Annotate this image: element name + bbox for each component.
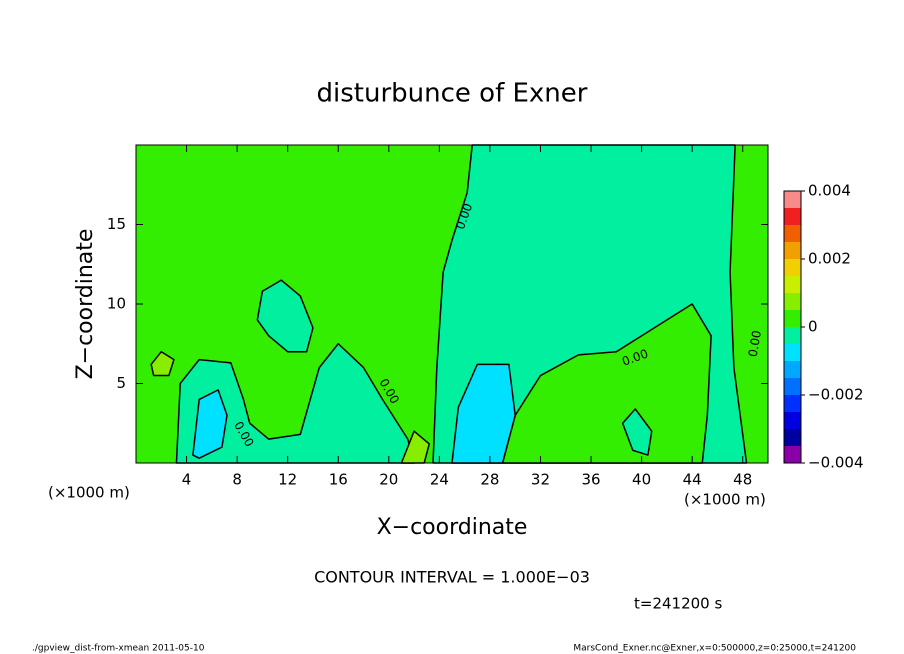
footer-left: ./gpview_dist-from-xmean 2011-05-10 — [32, 644, 205, 654]
colorbar-segment — [784, 293, 801, 310]
time-note: t=241200 s — [634, 595, 722, 613]
y-tick-label: 5 — [116, 374, 126, 392]
x-axis-label: X−coordinate — [377, 515, 528, 540]
colorbar-segment — [784, 208, 801, 225]
colorbar-tick-label: 0 — [808, 318, 818, 336]
x-unit: (×1000 m) — [48, 484, 130, 502]
contour-region — [175, 343, 415, 464]
x-tick-label: 32 — [531, 471, 550, 489]
x-tick-label: 40 — [632, 471, 651, 489]
colorbar-segment — [784, 242, 801, 259]
y-tick-label: 15 — [107, 215, 126, 233]
contour-region — [256, 279, 314, 353]
contour-label: 0.00 — [746, 329, 764, 358]
colorbar-tick-label: −0.002 — [808, 386, 864, 404]
chart-title: disturbunce of Exner — [317, 79, 588, 109]
contour-region — [150, 350, 175, 377]
contour-region — [192, 389, 228, 459]
y-axis-label: Z−coordinate — [73, 229, 98, 380]
colorbar-segment — [784, 310, 801, 327]
x-tick-label: 20 — [379, 471, 398, 489]
contour-region — [501, 303, 712, 464]
x-tick-label: 28 — [480, 471, 499, 489]
y-tick-label: 10 — [107, 295, 126, 313]
colorbar-tick-label: −0.004 — [808, 454, 864, 472]
x-tick-label: 36 — [581, 471, 600, 489]
colorbar-tick-label: 0.002 — [808, 250, 851, 268]
colorbar-segment — [784, 276, 801, 293]
footer-right: MarsCond_Exner.nc@Exner,x=0:500000,z=0:2… — [573, 644, 856, 654]
colorbar-segment — [784, 191, 801, 208]
x-tick-label: 48 — [733, 471, 752, 489]
colorbar-segment — [784, 429, 801, 446]
colorbar-segment — [784, 361, 801, 378]
x-tick-label: 24 — [430, 471, 449, 489]
x-tick-label: 44 — [683, 471, 702, 489]
colorbar-tick-label: 0.004 — [808, 182, 851, 200]
x-tick-label: 16 — [329, 471, 348, 489]
colorbar-segment — [784, 225, 801, 242]
x-tick-label: 12 — [278, 471, 297, 489]
x-tick-label: 8 — [232, 471, 242, 489]
colorbar-segment — [784, 446, 801, 463]
contour-region — [621, 408, 653, 456]
x-tick-label: 4 — [182, 471, 192, 489]
colorbar-segment — [784, 344, 801, 361]
colorbar-segment — [784, 259, 801, 276]
contour-interval: CONTOUR INTERVAL = 1.000E−03 — [314, 568, 590, 587]
colorbar-segment — [784, 378, 801, 395]
colorbar-segment — [784, 327, 801, 344]
colorbar-segment — [784, 412, 801, 429]
x-unit: (×1000 m) — [684, 491, 766, 509]
colorbar-segment — [784, 395, 801, 412]
